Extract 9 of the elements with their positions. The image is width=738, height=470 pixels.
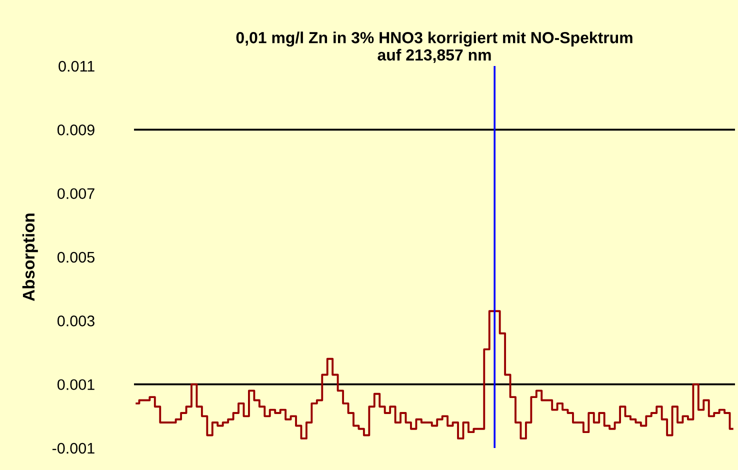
y-tick-label: 0.003 (57, 316, 94, 326)
y-axis-title: Absorption (22, 214, 38, 302)
y-tick-label: 0.007 (57, 188, 94, 200)
y-tick-label: 0.005 (57, 252, 94, 263)
y-tick-label: 0.001 (57, 379, 94, 390)
y-tick-label: 0.009 (57, 124, 94, 136)
y-tick-label: 0.011 (58, 60, 94, 72)
chart-title: 0,01 mg/l Zn in 3% HNO3 korrigiert mit NO-Spektrum auf 213,857 nm (236, 32, 632, 63)
y-tick-label: -0.001 (52, 442, 94, 454)
